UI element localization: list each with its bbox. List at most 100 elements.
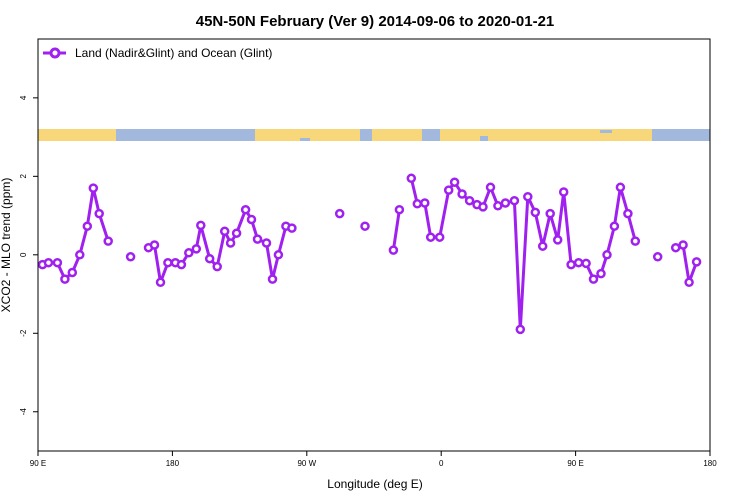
- y-tick-label: 0: [19, 252, 28, 257]
- data-point: [240, 204, 251, 215]
- map-ocean: [600, 130, 612, 133]
- data-point: [573, 257, 584, 268]
- data-point: [623, 208, 633, 219]
- x-tick-label: 90 E: [567, 459, 583, 468]
- data-point: [82, 221, 93, 231]
- data-point: [509, 195, 520, 206]
- map-land: [255, 129, 360, 141]
- data-point: [60, 274, 70, 284]
- data-point: [191, 244, 202, 254]
- data-point: [515, 324, 526, 335]
- data-point: [558, 187, 569, 197]
- data-point: [684, 277, 694, 288]
- data-point: [125, 252, 136, 262]
- data-point: [196, 220, 206, 231]
- data-point: [88, 183, 99, 193]
- x-tick-label: 180: [703, 459, 717, 468]
- series-line: [391, 209, 401, 251]
- legend: Land (Nadir&Glint) and Ocean (Glint): [43, 46, 272, 60]
- data-point: [204, 253, 215, 264]
- data-point: [94, 208, 104, 219]
- data-point: [545, 208, 555, 219]
- data-point: [103, 236, 113, 246]
- x-axis-label: Longitude (deg E): [327, 477, 422, 491]
- data-point: [287, 223, 297, 233]
- y-tick-label: -4: [19, 408, 28, 416]
- data-point: [464, 195, 475, 206]
- data-point: [566, 259, 576, 270]
- data-point: [334, 208, 345, 219]
- data-point: [449, 177, 460, 187]
- data-point: [596, 268, 606, 279]
- x-tick-label: 180: [166, 459, 180, 468]
- data-point: [212, 261, 222, 272]
- chart-title: 45N-50N February (Ver 9) 2014-09-06 to 2…: [196, 13, 555, 30]
- map-ocean: [362, 130, 368, 134]
- data-point: [652, 252, 663, 262]
- data-point: [219, 226, 230, 237]
- data-point: [443, 185, 454, 195]
- map-land: [372, 129, 422, 141]
- data-point: [602, 250, 612, 260]
- map-land: [440, 129, 652, 141]
- data-point: [523, 191, 533, 202]
- data-point: [176, 259, 187, 270]
- y-tick-label: -2: [19, 329, 28, 337]
- data-point: [691, 257, 702, 267]
- data-point: [246, 214, 257, 225]
- data-point: [609, 221, 620, 231]
- data-point: [155, 277, 166, 288]
- data-point: [493, 201, 503, 211]
- map-land: [38, 129, 116, 141]
- data-point: [149, 240, 160, 250]
- legend-entry: Land (Nadir&Glint) and Ocean (Glint): [75, 46, 272, 60]
- data-point: [588, 274, 599, 284]
- data-point: [267, 274, 278, 284]
- data-point: [420, 198, 430, 208]
- data-point: [388, 245, 399, 255]
- data-point: [394, 204, 405, 215]
- data-point: [500, 198, 511, 208]
- data-point: [75, 250, 85, 260]
- data-point: [630, 236, 641, 246]
- map-ocean: [480, 136, 488, 141]
- plot-frame: [37, 38, 711, 452]
- data-point: [615, 182, 626, 193]
- data-point: [425, 232, 436, 242]
- data-point: [412, 199, 423, 209]
- data-point: [67, 267, 78, 278]
- data-point: [225, 238, 236, 248]
- legend-marker: [49, 47, 61, 59]
- y-axis: -4 -2 0 2 4: [19, 95, 38, 415]
- data-point: [537, 241, 548, 251]
- data-point: [581, 258, 591, 269]
- data-point: [530, 207, 541, 218]
- data-point: [478, 202, 488, 212]
- data-point: [261, 238, 272, 248]
- data-point: [360, 221, 370, 231]
- y-axis-label: XCO2 - MLO trend (ppm): [0, 178, 13, 313]
- series-layer: [37, 173, 702, 335]
- data-point: [678, 240, 688, 250]
- data-point: [252, 234, 263, 244]
- data-point: [43, 257, 54, 268]
- data-point: [184, 248, 194, 258]
- data-point: [273, 250, 284, 260]
- y-tick-label: 4: [19, 95, 28, 100]
- x-tick-label: 90 E: [30, 459, 46, 468]
- x-axis: 90 E 180 90 W 0 90 E 180: [30, 451, 717, 468]
- data-point: [485, 182, 496, 193]
- data-point: [670, 242, 681, 253]
- data-point: [434, 232, 445, 242]
- data-point: [406, 173, 417, 184]
- x-tick-label: 90 W: [297, 459, 316, 468]
- y-tick-label: 2: [19, 174, 28, 179]
- map-strip: [38, 129, 710, 141]
- data-point: [52, 257, 63, 268]
- data-point: [552, 235, 563, 245]
- data-point: [231, 228, 242, 238]
- data-point: [457, 189, 467, 199]
- map-ocean: [300, 138, 310, 141]
- data-point: [163, 257, 173, 268]
